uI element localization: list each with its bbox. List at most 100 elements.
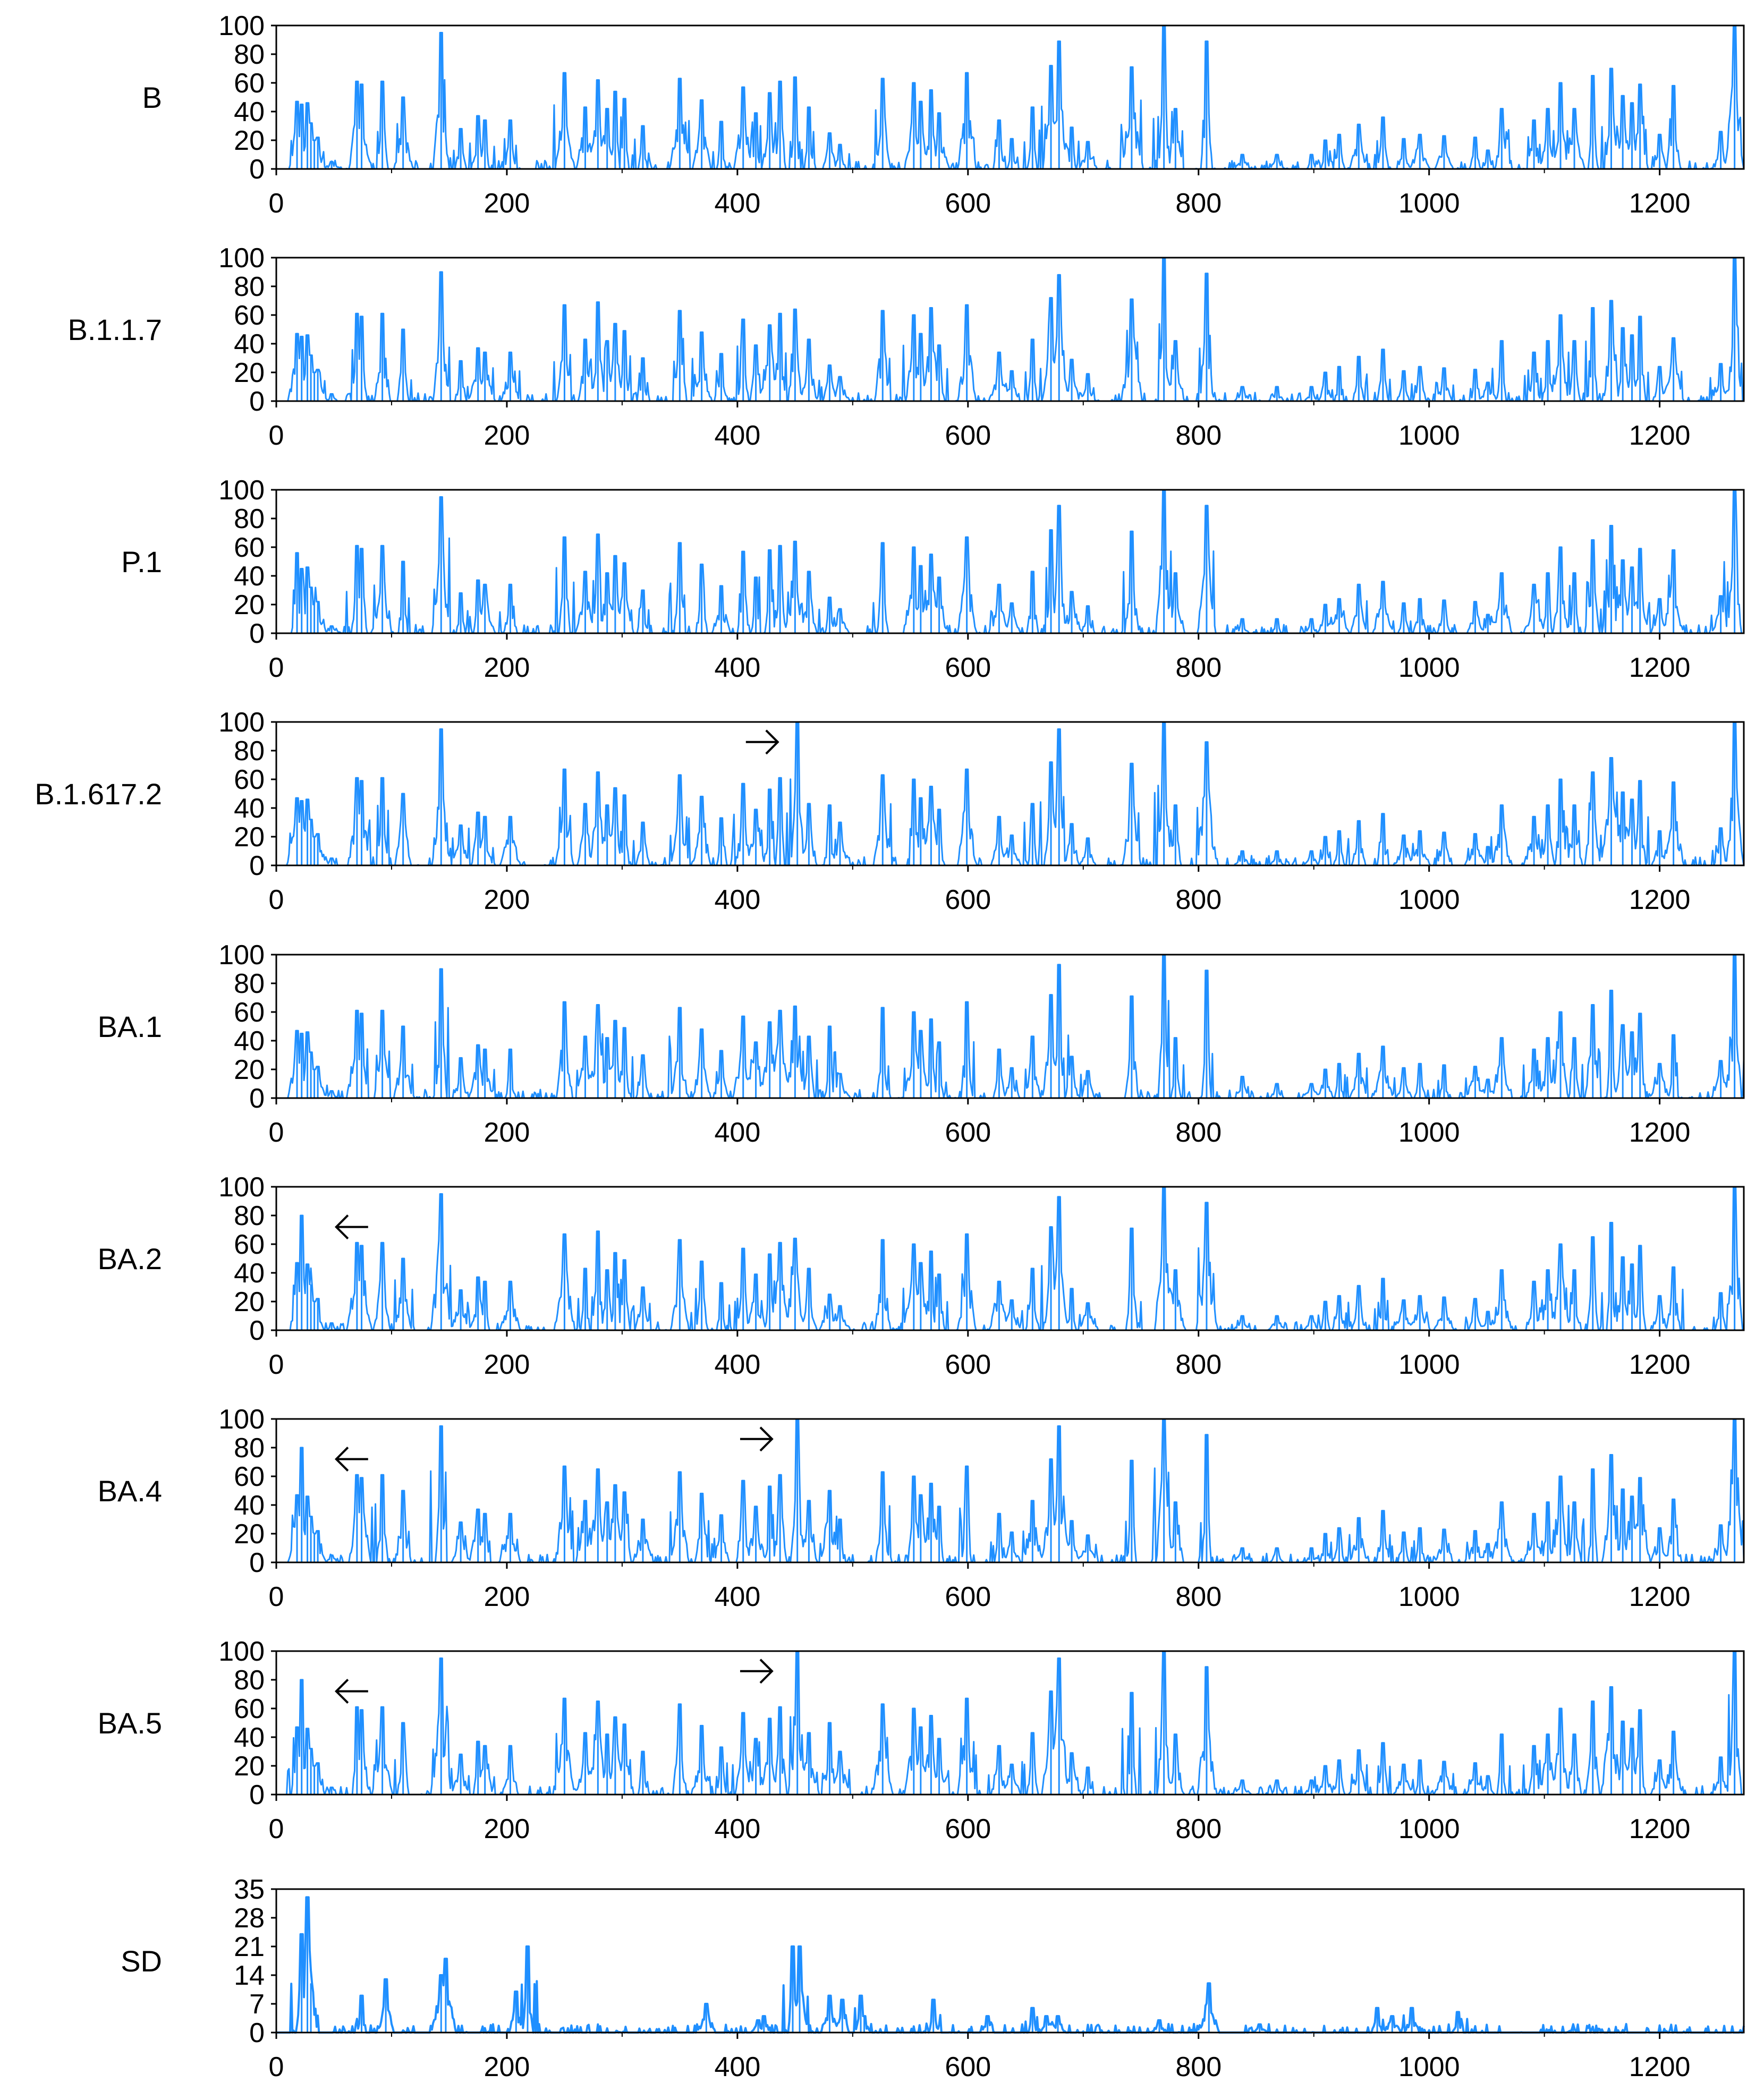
x-tick-label: 400 [714,885,760,915]
y-tick-label: 0 [249,1315,265,1346]
series-line [276,1186,1744,1331]
y-tick-label: 35 [234,1874,265,1905]
y-tick-label: 80 [234,271,265,302]
x-tick-label: 1000 [1398,652,1460,683]
left-arrow-icon [334,1447,368,1472]
x-tick-label: 200 [484,885,530,915]
series-line [276,489,1744,634]
y-tick-label: 0 [249,851,265,881]
x-tick-label: 400 [714,1349,760,1380]
plot-frame [275,1186,1745,1331]
panel-label: B [142,81,162,114]
x-tick-label: 0 [269,1349,284,1380]
y-tick-label: 60 [234,1229,265,1260]
x-tick-label: 1000 [1398,1349,1460,1380]
panel-label: BA.4 [98,1474,162,1508]
x-tick-label: 600 [945,1814,991,1844]
y-tick-label: 80 [234,736,265,767]
y-tick-label: 60 [234,997,265,1028]
x-tick-label: 200 [484,1814,530,1844]
y-tick-label: 80 [234,1433,265,1464]
x-tick-label: 0 [269,420,284,451]
series-line [276,954,1745,1099]
panel-label: BA.1 [98,1010,162,1043]
y-tick-label: 40 [234,97,265,127]
panel-label: B.1.1.7 [68,313,162,346]
x-tick-label: 600 [945,188,991,219]
right-arrow-icon [740,1659,774,1684]
x-tick-label: 400 [714,1117,760,1148]
x-tick-label: 800 [1175,2052,1222,2082]
x-tick-label: 200 [484,188,530,219]
x-tick-label: 0 [269,188,284,219]
y-tick-label: 20 [234,1055,265,1085]
x-tick-label: 400 [714,652,760,683]
y-tick-label: 20 [234,125,265,156]
y-tick-label: 0 [249,618,265,649]
x-tick-label: 200 [484,1117,530,1148]
y-tick-label: 100 [218,243,265,274]
x-tick-label: 1200 [1629,652,1691,683]
plot-frame [275,1650,1745,1796]
y-tick-label: 40 [234,1722,265,1753]
y-tick-label: 20 [234,1751,265,1782]
plot-frame [275,257,1745,402]
x-tick-label: 1000 [1398,2052,1460,2082]
x-tick-label: 200 [484,420,530,451]
plot-frame [275,1888,1745,2034]
x-tick-label: 0 [269,885,284,915]
x-tick-label: 1000 [1398,420,1460,451]
y-tick-label: 0 [249,2018,265,2048]
y-tick-label: 20 [234,822,265,853]
plot-frame [275,721,1745,866]
y-tick-label: 80 [234,1665,265,1696]
panel-label: BA.5 [98,1706,162,1740]
plot-frame [275,1418,1745,1563]
y-tick-label: 40 [234,1490,265,1521]
series-line [276,721,1745,866]
panel-label: B.1.617.2 [35,777,162,811]
x-tick-label: 800 [1175,1349,1222,1380]
y-tick-label: 100 [218,475,265,506]
x-tick-label: 800 [1175,652,1222,683]
y-tick-label: 20 [234,1519,265,1550]
y-tick-label: 100 [218,1172,265,1203]
x-tick-label: 800 [1175,188,1222,219]
x-tick-label: 800 [1175,420,1222,451]
x-tick-label: 800 [1175,885,1222,915]
x-tick-label: 1200 [1629,1349,1691,1380]
x-tick-label: 1200 [1629,1117,1691,1148]
series-line [276,1896,1745,2034]
y-tick-label: 80 [234,39,265,70]
y-tick-label: 21 [234,1932,265,1962]
x-tick-label: 400 [714,2052,760,2082]
y-tick-label: 100 [218,1404,265,1435]
y-tick-label: 60 [234,1694,265,1724]
x-tick-label: 600 [945,1117,991,1148]
y-tick-label: 100 [218,11,265,41]
y-tick-label: 60 [234,532,265,563]
x-tick-label: 600 [945,420,991,451]
series-line [276,1418,1745,1563]
x-tick-label: 0 [269,2052,284,2082]
plot-frame [275,24,1745,170]
x-tick-label: 1000 [1398,885,1460,915]
y-tick-label: 40 [234,561,265,592]
right-arrow-icon [745,729,779,755]
x-tick-label: 1200 [1629,2052,1691,2082]
plot-frame [275,489,1745,634]
x-tick-label: 1200 [1629,420,1691,451]
x-tick-label: 400 [714,420,760,451]
y-tick-label: 100 [218,1636,265,1667]
y-tick-label: 7 [249,1989,265,2020]
x-tick-label: 200 [484,2052,530,2082]
x-tick-label: 1000 [1398,1582,1460,1612]
y-tick-label: 100 [218,940,265,971]
x-tick-label: 400 [714,1582,760,1612]
